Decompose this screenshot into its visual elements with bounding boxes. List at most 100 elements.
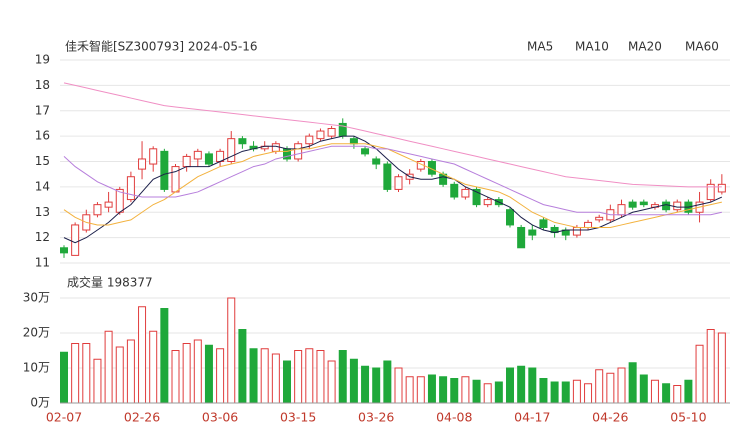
volume-bar xyxy=(138,306,147,404)
candle-body xyxy=(104,201,113,208)
volume-bar xyxy=(517,365,526,404)
candle-body xyxy=(450,183,459,198)
x-tick-label: 02-07 xyxy=(46,410,82,425)
candle-body xyxy=(383,163,392,190)
candle-body xyxy=(483,199,492,206)
candle-body xyxy=(639,201,648,206)
candle-body xyxy=(238,138,247,145)
candle-body xyxy=(227,138,236,163)
volume-bar xyxy=(550,381,559,404)
volume-bar xyxy=(684,379,693,404)
volume-bar xyxy=(628,362,637,404)
volume-bar xyxy=(104,330,113,404)
y-tick-label: 16 xyxy=(35,129,50,143)
volume-bar xyxy=(673,385,682,404)
volume-bar xyxy=(115,346,124,404)
legend-label: MA60 xyxy=(685,40,719,54)
candle-body xyxy=(327,128,336,137)
y-tick-label: 0万 xyxy=(30,396,50,410)
candle-body xyxy=(294,143,303,160)
volume-bar xyxy=(383,360,392,404)
volume-bar xyxy=(639,374,648,404)
volume-bar xyxy=(427,374,436,404)
volume-bar xyxy=(528,367,537,404)
chart-title: 佳禾智能[SZ300793] 2024-05-16 xyxy=(65,39,258,54)
volume-bar xyxy=(416,376,425,404)
y-tick-label: 12 xyxy=(35,230,50,244)
x-tick-label: 04-26 xyxy=(592,410,628,425)
volume-bar xyxy=(316,350,325,404)
x-tick-label: 04-08 xyxy=(436,410,472,425)
candle-body xyxy=(617,204,626,216)
candle-body xyxy=(93,204,102,216)
volume-bar xyxy=(193,339,202,404)
volume-bar xyxy=(260,348,269,404)
volume-bar xyxy=(71,343,80,404)
volume-bar xyxy=(182,343,191,404)
candle-body xyxy=(138,158,147,170)
volume-bar xyxy=(561,381,570,404)
volume-bar xyxy=(216,348,225,404)
candle-body xyxy=(394,176,403,190)
y-tick-label: 11 xyxy=(35,256,50,270)
candle-body xyxy=(662,201,671,211)
candle-body xyxy=(349,138,358,145)
volume-bar xyxy=(650,379,659,404)
legend-label: MA10 xyxy=(575,40,609,54)
candle-body xyxy=(706,183,715,201)
candle-body xyxy=(539,219,548,228)
candle-body xyxy=(673,201,682,211)
candle-body xyxy=(595,216,604,221)
candle-body xyxy=(271,143,280,152)
y-tick-label: 14 xyxy=(35,179,50,193)
candle-body xyxy=(717,183,726,193)
candle-body xyxy=(628,201,637,208)
candle-body xyxy=(60,247,68,254)
volume-bar xyxy=(249,348,258,404)
candle-body xyxy=(572,226,581,236)
volume-bar xyxy=(149,330,158,404)
volume-bar xyxy=(294,350,303,404)
volume-bar xyxy=(60,351,68,404)
ma-line xyxy=(63,82,722,188)
volume-bar xyxy=(584,383,593,404)
legend-label: MA5 xyxy=(527,40,553,54)
candle-body xyxy=(584,221,593,228)
volume-bar xyxy=(227,297,236,404)
candle-body xyxy=(461,188,470,198)
volume-bar xyxy=(204,344,213,404)
volume-bar xyxy=(93,358,102,404)
volume-bar xyxy=(394,367,403,404)
volume-bar xyxy=(706,329,715,404)
y-tick-label: 19 xyxy=(35,53,50,67)
volume-bar xyxy=(472,379,481,404)
y-tick-label: 17 xyxy=(35,103,50,117)
candle-body xyxy=(204,153,213,165)
candle-body xyxy=(472,188,481,206)
volume-bar xyxy=(483,383,492,404)
x-tick-label: 02-26 xyxy=(124,410,160,425)
volume-bar xyxy=(439,376,448,404)
x-tick-label: 03-26 xyxy=(358,410,394,425)
volume-bar xyxy=(572,379,581,404)
volume-bar xyxy=(606,372,615,404)
candle-body xyxy=(528,229,537,236)
x-tick-label: 04-17 xyxy=(514,410,550,425)
volume-bar xyxy=(160,308,169,404)
volume-bar xyxy=(539,378,548,404)
volume-bar xyxy=(405,376,414,404)
volume-bar xyxy=(461,376,470,404)
candle-body xyxy=(316,130,325,140)
volume-bar xyxy=(450,378,459,404)
legend-label: MA20 xyxy=(628,40,662,54)
candle-body xyxy=(193,150,202,160)
ma-line xyxy=(63,143,722,228)
candle-body xyxy=(506,209,514,226)
candle-body xyxy=(182,155,191,168)
x-tick-label: 03-06 xyxy=(202,410,238,425)
volume-bar xyxy=(327,360,336,404)
y-tick-label: 20万 xyxy=(23,326,50,340)
volume-bar xyxy=(82,343,91,404)
volume-bar xyxy=(271,353,280,404)
